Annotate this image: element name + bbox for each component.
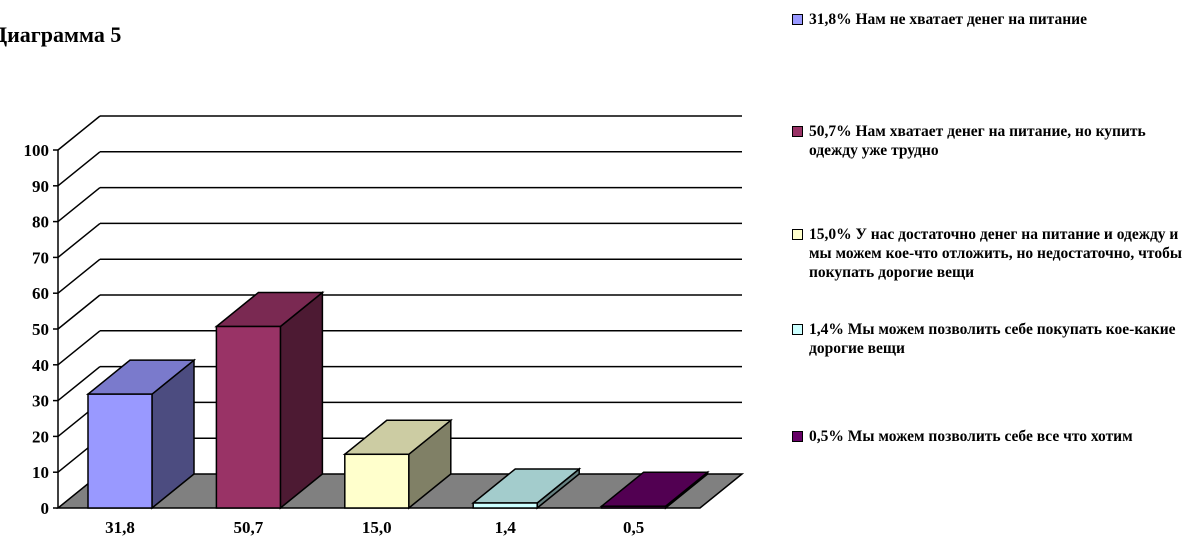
legend-item: 50,7% Нам хватает денег на питание, но к…: [792, 122, 1182, 160]
gridline-side: [57, 294, 101, 330]
legend-swatch: [792, 431, 803, 442]
legend-label: 31,8% Нам не хватает денег на питание: [809, 11, 1087, 28]
bar-front: [600, 505, 667, 509]
y-tick-label: 30: [32, 392, 49, 411]
gridline-side: [57, 187, 101, 223]
legend-label: 1,4% Мы можем позволить себе покупать ко…: [809, 321, 1176, 357]
bar: [342, 418, 453, 510]
legend: 31,8% Нам не хватает денег на питание 50…: [792, 0, 1188, 538]
legend-swatch: [792, 14, 803, 25]
y-tick-label: 100: [24, 141, 50, 160]
x-tick-label: 31,8: [105, 518, 135, 537]
x-tick-label: 15,0: [362, 518, 392, 537]
legend-swatch: [792, 324, 803, 335]
y-tick-label: 90: [32, 177, 49, 196]
gridline-side: [57, 115, 101, 151]
legend-item: 1,4% Мы можем позволить себе покупать ко…: [792, 320, 1182, 358]
bar: [85, 358, 197, 510]
y-tick-label: 20: [32, 427, 49, 446]
bar: [471, 467, 582, 510]
gridline-side: [57, 330, 101, 366]
y-tick-label: 50: [32, 320, 49, 339]
bar: [214, 290, 325, 510]
bar-chart: 0 10 20 30 40 50 60 70 80 90 100 31,8 50,7 15,0 1,4 0,5: [24, 115, 745, 537]
y-tick-label: 70: [32, 248, 49, 267]
y-tick-label: 80: [32, 213, 49, 232]
x-tick-label: 0,5: [623, 518, 644, 537]
x-tick-label: 1,4: [495, 518, 517, 537]
x-tick-label: 50,7: [234, 518, 264, 537]
y-tick-label: 40: [32, 356, 49, 375]
legend-swatch: [792, 229, 803, 240]
gridline-side: [57, 258, 101, 294]
bar-side: [279, 290, 324, 510]
legend-item: 15,0% У нас достаточно денег на питание …: [792, 225, 1182, 282]
legend-item: 0,5% Мы можем позволить себе все что хот…: [792, 427, 1182, 446]
y-tick-label: 60: [32, 284, 49, 303]
y-tick-label: 10: [32, 463, 49, 482]
bar: [599, 470, 710, 510]
gridline-side: [57, 151, 101, 187]
chart-title: Диаграмма 5: [0, 22, 122, 47]
gridline-side: [57, 222, 101, 258]
gridline-side: [57, 366, 101, 402]
legend-swatch: [792, 126, 803, 137]
legend-label: 50,7% Нам хватает денег на питание, но к…: [809, 123, 1146, 159]
bar-front: [87, 393, 153, 509]
bar-front: [344, 453, 410, 509]
legend-label: 15,0% У нас достаточно денег на питание …: [809, 226, 1182, 281]
bar-front: [215, 325, 282, 509]
legend-item: 31,8% Нам не хватает денег на питание: [792, 10, 1182, 29]
legend-label: 0,5% Мы можем позволить себе все что хот…: [809, 428, 1133, 445]
y-tick-label: 0: [41, 499, 50, 518]
bar-front: [472, 502, 538, 509]
